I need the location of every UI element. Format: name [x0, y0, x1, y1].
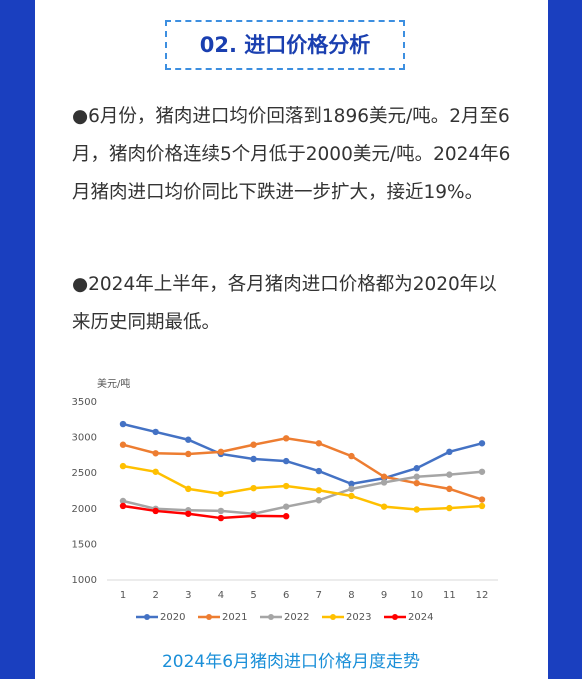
- data-point: [413, 473, 420, 480]
- data-point: [478, 502, 486, 510]
- x-tick-label: 9: [381, 590, 387, 601]
- series-line: [122, 464, 483, 511]
- data-point: [119, 462, 127, 470]
- data-point: [250, 441, 257, 448]
- legend-dot: [144, 614, 150, 620]
- data-point: [315, 467, 323, 475]
- data-point: [217, 507, 225, 515]
- data-point: [282, 435, 290, 442]
- x-tick-label: 7: [316, 590, 322, 601]
- x-tick-label: 10: [410, 590, 423, 601]
- data-point: [380, 503, 388, 510]
- data-point: [185, 436, 192, 443]
- y-axis-label: 美元/吨: [97, 377, 130, 390]
- data-point: [119, 502, 127, 510]
- data-point: [413, 506, 420, 513]
- data-point: [152, 507, 159, 515]
- x-tick-label: 2: [152, 590, 158, 601]
- legend-dot: [330, 614, 336, 620]
- chart-caption: 2024年6月猪肉进口价格月度走势: [162, 652, 420, 672]
- data-point: [185, 510, 192, 517]
- data-point: [348, 452, 355, 460]
- x-tick-label: 4: [218, 590, 224, 601]
- x-tick-label: 8: [348, 590, 354, 601]
- x-tick-label: 1: [120, 590, 126, 601]
- legend-dot: [268, 614, 274, 620]
- data-point: [446, 504, 453, 512]
- data-point: [217, 448, 225, 456]
- data-point: [348, 492, 355, 500]
- x-tick-label: 12: [476, 590, 489, 601]
- y-tick-label: 3000: [72, 433, 97, 444]
- data-point: [380, 479, 388, 486]
- data-point: [315, 497, 323, 504]
- y-tick-label: 1500: [72, 539, 97, 550]
- x-tick-label: 6: [283, 590, 289, 601]
- series-line: [122, 422, 483, 486]
- y-tick-label: 3500: [72, 397, 97, 408]
- data-point: [413, 465, 420, 472]
- data-point: [185, 450, 192, 458]
- data-point: [250, 484, 257, 492]
- legend-label: 2021: [222, 612, 247, 623]
- data-point: [446, 485, 453, 493]
- data-point: [380, 473, 388, 480]
- data-point: [413, 479, 420, 487]
- data-point: [348, 480, 355, 488]
- data-point: [152, 450, 159, 457]
- x-tick-label: 11: [443, 590, 456, 601]
- data-point: [282, 482, 290, 490]
- y-tick-label: 2500: [72, 468, 97, 479]
- x-tick-label: 5: [250, 590, 256, 601]
- y-tick-label: 2000: [72, 504, 97, 515]
- y-tick-label: 1000: [72, 575, 97, 586]
- series-line: [122, 470, 483, 516]
- data-point: [282, 503, 290, 510]
- section-title: 02. 进口价格分析: [165, 20, 405, 70]
- legend-label: 2023: [346, 612, 371, 623]
- data-point: [119, 420, 127, 428]
- data-point: [119, 441, 127, 448]
- data-point: [446, 448, 453, 456]
- data-point: [217, 514, 225, 522]
- data-point: [478, 468, 486, 475]
- paragraph: ●2024年上半年，各月猪肉进口价格都为2020年以来历史同期最低。: [72, 274, 497, 333]
- paragraph: ●6月份，猪肉进口均价回落到1896美元/吨。2月至6月，猪肉价格连续5个月低于…: [72, 106, 511, 203]
- panel: 02. 进口价格分析 ●6月份，猪肉进口均价回落到1896美元/吨。2月至6月，…: [35, 0, 548, 679]
- data-point: [478, 440, 486, 447]
- data-point: [315, 440, 323, 447]
- series-line: [122, 504, 287, 520]
- data-point: [282, 513, 290, 520]
- legend-label: 2022: [284, 612, 309, 623]
- legend-dot: [392, 614, 398, 620]
- data-point: [152, 428, 159, 436]
- data-point: [217, 490, 225, 498]
- data-point: [152, 468, 159, 475]
- data-point: [119, 497, 127, 505]
- x-tick-label: 3: [185, 590, 191, 601]
- data-point: [315, 487, 323, 494]
- data-point: [282, 457, 290, 465]
- series-line: [122, 437, 483, 501]
- data-point: [250, 512, 257, 520]
- legend-label: 2020: [160, 612, 185, 623]
- data-point: [250, 455, 257, 463]
- data-point: [348, 485, 355, 493]
- legend-label: 2024: [408, 612, 433, 623]
- data-point: [446, 471, 453, 478]
- data-point: [185, 485, 192, 493]
- legend-dot: [206, 614, 212, 620]
- data-point: [478, 496, 486, 503]
